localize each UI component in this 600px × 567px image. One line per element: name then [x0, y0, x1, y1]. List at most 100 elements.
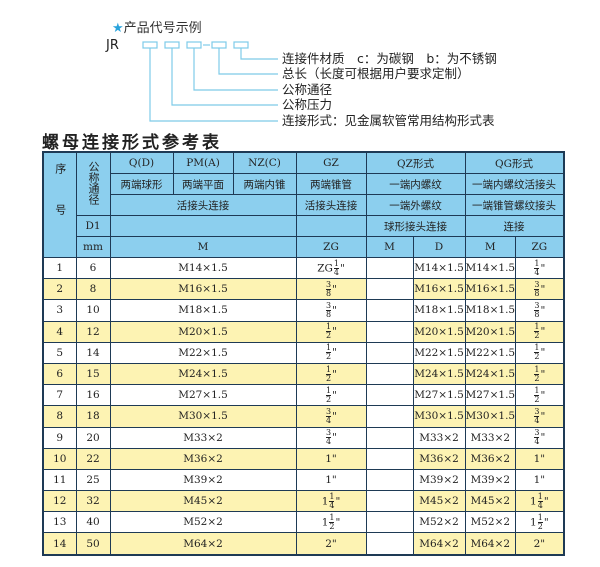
fraction-denominator: 4	[333, 267, 339, 277]
cell-qz-d: M52×2	[412, 511, 466, 534]
fraction-denominator: 2	[326, 331, 332, 341]
cell-qg-m: M24×1.5	[464, 362, 517, 386]
inch-mark: "	[540, 325, 546, 338]
header-code: Q(D)	[109, 151, 174, 174]
cell-m: M33×2	[109, 426, 297, 449]
fraction-numerator: 1	[534, 364, 540, 375]
cell-dn: 12	[75, 320, 111, 343]
cell-zg: 1 2 "	[295, 384, 367, 407]
cell-dn: 18	[75, 405, 111, 428]
table-title: 螺母连接形式参考表	[42, 133, 222, 153]
inch-mark: "	[332, 346, 337, 359]
cell-qz-d: M16×1.5	[412, 278, 466, 301]
cell-qg-m: M64×2	[464, 532, 517, 556]
header-conn: 球形接头连接	[365, 215, 466, 237]
cell-m: M64×2	[109, 532, 297, 556]
cell-qg-zg: 1 2 "	[515, 341, 565, 364]
cell-dn: 15	[75, 362, 111, 386]
cell-no: 7	[42, 384, 77, 407]
header-conn: 活接头连接	[109, 194, 297, 216]
fraction-numerator: 1	[537, 491, 543, 502]
example-heading-text: 产品代号示例	[123, 21, 202, 36]
cell-qz-m	[365, 426, 414, 449]
cell-m: M18×1.5	[109, 299, 297, 322]
cell-no: 11	[42, 468, 77, 492]
cell-no: 2	[42, 278, 77, 301]
fraction-denominator: 4	[329, 500, 335, 510]
cell-m: M30×1.5	[109, 405, 297, 428]
header-code: GZ	[295, 151, 367, 174]
header-code: QZ形式	[365, 151, 466, 174]
fraction-numerator: 1	[329, 512, 335, 523]
cell-qz-d: M64×2	[412, 532, 466, 556]
fraction-denominator: 2	[534, 352, 540, 362]
inch-mark: "	[332, 283, 337, 296]
cell-zg: 1 2 "	[295, 320, 367, 343]
fraction-denominator: 4	[534, 437, 540, 447]
fraction-numerator: 1	[333, 258, 339, 269]
header-conn: 一端外螺纹	[365, 194, 466, 216]
fraction-numerator: 3	[534, 406, 540, 417]
cell-qz-m	[365, 511, 414, 534]
cell-zg: 1 1 2 "	[295, 511, 367, 534]
cell-qg-m: M27×1.5	[464, 384, 517, 407]
fraction-denominator: 2	[534, 373, 540, 383]
nut-connection-table: 序号 公称通径 Q(D) PM(A) NZ(C) GZ QZ形式 QG形式 两端…	[42, 151, 565, 556]
cell-qz-d: M39×2	[412, 468, 466, 492]
fraction-numerator: 1	[534, 343, 540, 354]
cell-dn: 40	[75, 511, 111, 534]
zg-integer: 1	[325, 452, 332, 465]
inch-mark: "	[540, 431, 546, 444]
inch-mark: "	[331, 452, 337, 465]
cell-qz-d: M20×1.5	[412, 320, 466, 343]
table-row: 1 6 M14×1.5 ZG 1 4 " M14×1.5 M14×1.5 1 4 "	[42, 256, 565, 280]
cell-qz-m	[365, 490, 414, 513]
zg-integer: 1	[325, 473, 332, 486]
cell-qg-m: M18×1.5	[464, 299, 517, 322]
cell-qz-d: M33×2	[412, 426, 466, 449]
cell-m: M16×1.5	[109, 278, 297, 301]
cell-zg: 3 8 "	[295, 278, 367, 301]
leader-line	[149, 48, 278, 122]
fraction-denominator: 2	[326, 394, 332, 404]
cell-qz-d: M24×1.5	[412, 362, 466, 386]
code-box	[186, 41, 202, 49]
cell-no: 13	[42, 511, 77, 534]
cell-qz-m	[365, 447, 414, 470]
cell-zg: 1"	[295, 447, 367, 470]
cell-qz-m	[365, 278, 414, 301]
header-empty	[295, 215, 367, 237]
inch-mark: "	[540, 452, 546, 465]
code-box	[233, 41, 249, 49]
cell-m: M24×1.5	[109, 362, 297, 386]
inch-mark: "	[335, 516, 341, 529]
zg-integer: 1	[530, 516, 537, 529]
cell-qg-zg: 1 1 4 "	[515, 490, 565, 513]
cell-qg-zg: 2"	[515, 532, 565, 556]
table-row: 3 10 M18×1.5 3 8 " M18×1.5 M18×1.5 3 8 "	[42, 299, 565, 322]
code-box	[164, 41, 180, 49]
fraction-denominator: 2	[329, 521, 335, 531]
cell-no: 8	[42, 405, 77, 428]
cell-qg-zg: 1 1 2 "	[515, 511, 565, 534]
header-mm: mm	[75, 236, 111, 258]
cell-no: 6	[42, 362, 77, 386]
table-row: 14 50 M64×2 2" M64×2 M64×2 2"	[42, 532, 565, 556]
zg-integer: 1	[321, 495, 329, 508]
leader-line	[193, 48, 278, 91]
fraction-numerator: 3	[534, 428, 540, 439]
cell-qg-m: M20×1.5	[464, 320, 517, 343]
cell-zg: 2"	[295, 532, 367, 556]
inch-mark: "	[543, 495, 549, 508]
table-row: 6 15 M24×1.5 1 2 " M24×1.5 M24×1.5 1 2 "	[42, 362, 565, 386]
cell-qz-d: M14×1.5	[412, 256, 466, 280]
header-type: 两端球形	[109, 173, 174, 195]
